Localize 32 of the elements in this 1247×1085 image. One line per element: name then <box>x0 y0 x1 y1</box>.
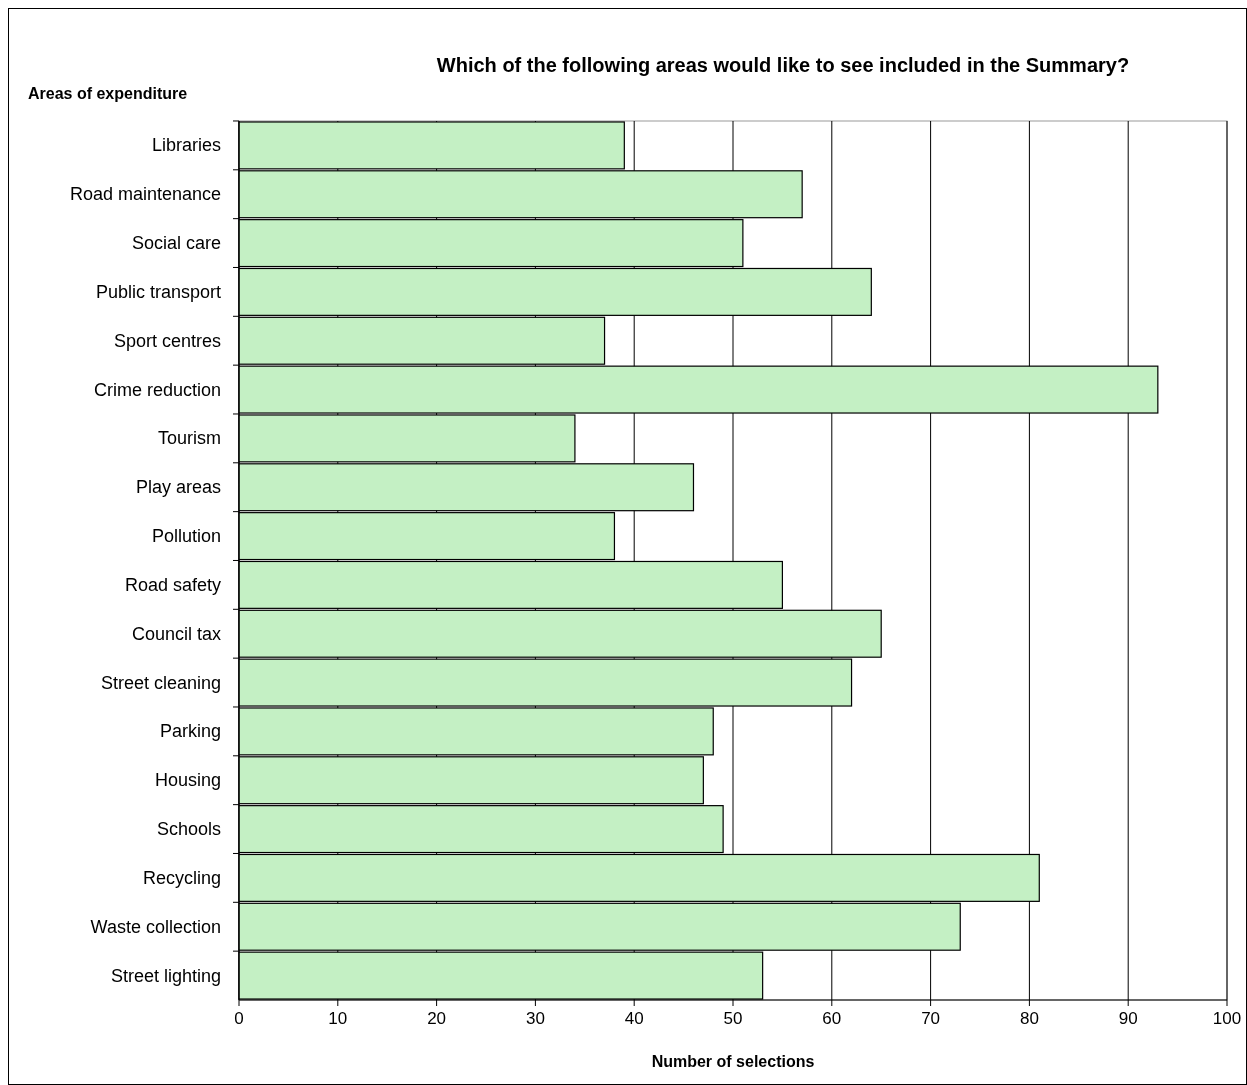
y-tick-label: Social care <box>131 233 221 254</box>
x-tick-label: 30 <box>525 1009 545 1028</box>
x-tick-label: 90 <box>1118 1009 1138 1028</box>
y-tick-label: Road maintenance <box>69 184 221 205</box>
x-tick-label: 100 <box>1212 1009 1242 1028</box>
y-tick-label: Waste collection <box>90 916 221 937</box>
y-tick-label: Street cleaning <box>100 672 221 693</box>
x-tick-label: 60 <box>822 1009 842 1028</box>
x-tick-label: 40 <box>624 1009 644 1028</box>
y-tick-label: Schools <box>156 819 221 840</box>
y-tick-label: Public transport <box>95 281 221 302</box>
y-tick-label: Tourism <box>157 428 221 449</box>
chart-title: Which of the following areas would like to see included in the Summary? <box>436 54 1130 76</box>
x-tick-label: 70 <box>921 1009 941 1028</box>
y-tick-label: Street lighting <box>110 965 221 986</box>
x-tick-label: 80 <box>1019 1009 1039 1028</box>
x-tick-label: 20 <box>427 1009 447 1028</box>
y-tick-label: Pollution <box>151 526 221 547</box>
x-tick-label: 10 <box>328 1009 348 1028</box>
y-tick-label: Housing <box>154 770 221 791</box>
y-tick-label: Council tax <box>131 623 221 644</box>
x-tick-label: 0 <box>234 1009 244 1028</box>
x-tick-label: 50 <box>723 1009 743 1028</box>
y-tick-label: Parking <box>159 721 221 742</box>
y-tick-label: Play areas <box>135 477 221 498</box>
y-tick-label: Sport centres <box>113 330 221 351</box>
y-tick-label: Libraries <box>151 135 221 156</box>
y-tick-label: Recycling <box>142 867 221 888</box>
x-axis-title: Number of selections <box>651 1053 815 1070</box>
y-tick-label: Crime reduction <box>93 379 221 400</box>
y-axis-title: Areas of expenditure <box>28 85 188 102</box>
y-tick-label: Road safety <box>124 574 221 595</box>
